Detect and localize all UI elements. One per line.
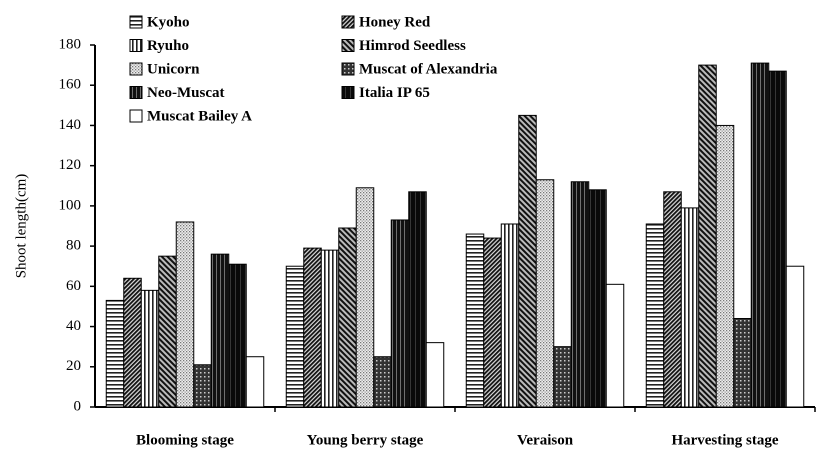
y-tick-label: 0: [74, 398, 82, 414]
legend-swatch: [129, 62, 143, 76]
legend-swatch: [129, 86, 143, 99]
legend-label: Muscat Bailey A: [147, 108, 252, 124]
bar: [645, 223, 665, 408]
bar: [768, 70, 787, 408]
bar: [680, 207, 700, 408]
x-tick-label: Harvesting stage: [671, 432, 778, 448]
bar: [698, 64, 717, 408]
bar: [123, 277, 142, 408]
x-tick-label: Veraison: [517, 432, 574, 448]
bar: [483, 237, 502, 408]
bar: [303, 247, 322, 408]
legend-label: Honey Red: [359, 14, 431, 30]
bar: [500, 223, 520, 408]
legend-swatch: [129, 39, 143, 52]
bar: [105, 299, 125, 408]
bar: [338, 227, 357, 408]
legend-label: Ryuho: [147, 38, 189, 54]
y-tick-label: 180: [59, 36, 82, 52]
y-tick-label: 120: [59, 157, 82, 173]
bar: [588, 189, 607, 408]
bar: [245, 356, 265, 408]
bar: [715, 124, 735, 408]
legend-label: Unicorn: [147, 61, 200, 77]
bar: [785, 265, 805, 408]
bar: [355, 187, 375, 408]
legend-swatch: [129, 109, 143, 123]
bar: [285, 265, 305, 408]
bar: [193, 364, 212, 408]
legend-swatch: [341, 39, 355, 52]
bar: [390, 219, 410, 408]
legend-label: Kyoho: [147, 14, 190, 30]
bar: [553, 346, 572, 408]
legend-label: Himrod Seedless: [359, 38, 466, 54]
bar: [140, 289, 160, 408]
bar: [570, 181, 590, 408]
bar: [228, 263, 247, 408]
bar: [425, 342, 445, 408]
legend-label: Italia IP 65: [359, 85, 430, 101]
legend-label: Neo-Muscat: [147, 85, 224, 101]
bar: [210, 253, 230, 408]
bar: [158, 255, 177, 408]
bar: [733, 318, 752, 408]
legend-swatch: [341, 62, 355, 76]
y-tick-label: 80: [66, 238, 81, 254]
x-tick-label: Blooming stage: [136, 432, 234, 448]
y-axis-label: Shoot length(cm): [13, 174, 29, 279]
bar: [320, 249, 340, 408]
legend-swatch: [341, 86, 355, 99]
y-tick-label: 140: [59, 117, 82, 133]
bar: [373, 356, 392, 408]
bar: [175, 221, 195, 408]
bar: [518, 114, 537, 408]
y-tick-label: 60: [66, 278, 81, 294]
y-tick-label: 40: [66, 318, 81, 334]
bar: [663, 191, 682, 408]
legend-swatch: [129, 15, 143, 29]
bar: [750, 62, 770, 408]
legend-swatch: [341, 15, 355, 29]
bar: [465, 233, 485, 408]
y-tick-label: 100: [59, 197, 82, 213]
y-tick-label: 20: [66, 358, 81, 374]
x-tick-label: Young berry stage: [307, 432, 424, 448]
y-tick-label: 160: [59, 77, 82, 93]
bar: [605, 283, 625, 408]
bar: [535, 179, 555, 408]
bar: [408, 191, 427, 408]
legend-label: Muscat of Alexandria: [359, 61, 498, 77]
